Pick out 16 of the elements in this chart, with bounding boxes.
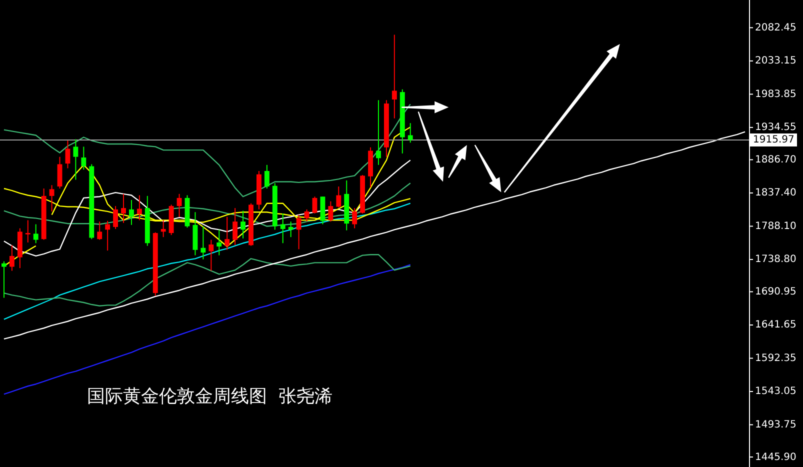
y-tick-label: 1983.85 <box>755 88 796 100</box>
y-tick-label: 2082.45 <box>755 22 796 34</box>
y-tick-label: 2033.15 <box>755 56 796 67</box>
text: 国际黄金伦敦金周线图 张尧浠 <box>87 386 332 407</box>
y-tick-label: 1934.55 <box>755 122 796 134</box>
y-tick-label: 1690.95 <box>755 286 796 298</box>
y-tick-label: 1837.40 <box>755 188 796 199</box>
y-tick-label: 1788.10 <box>755 220 796 232</box>
y-tick-label: 1641.65 <box>755 320 796 331</box>
y-tick-label: 1592.35 <box>755 352 796 364</box>
ref-line-label: 1915.97 <box>753 134 794 146</box>
y-tick-label: 1493.75 <box>755 419 796 430</box>
y-tick-label: 1886.70 <box>755 154 796 166</box>
y-tick-label: 1445.90 <box>755 452 796 463</box>
y-tick-label: 1738.80 <box>755 254 796 266</box>
y-tick-label: 1543.05 <box>755 386 796 398</box>
